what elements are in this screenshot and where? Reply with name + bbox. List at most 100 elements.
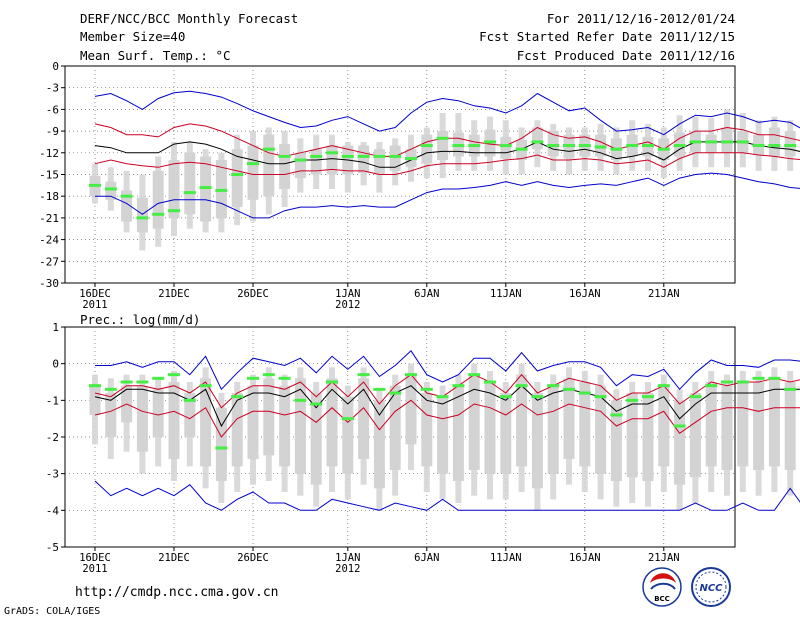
x-tick-year-label: 2012 — [335, 299, 360, 311]
ensemble-box — [642, 393, 654, 481]
y-tick-label: 0 — [52, 358, 59, 371]
ensemble-box — [373, 149, 385, 175]
ensemble-mean-line — [94, 385, 800, 428]
ensemble-box — [547, 131, 559, 157]
ensemble-box — [579, 382, 591, 467]
x-tick-label: 11JAN — [490, 288, 522, 300]
lower-sd-line — [94, 152, 800, 175]
y-tick-label: -21 — [39, 212, 59, 225]
x-tick-label: 1JAN — [335, 288, 360, 300]
upper-extreme-line — [94, 90, 800, 136]
ensemble-box — [263, 134, 275, 197]
y-tick-label: -2 — [46, 431, 59, 444]
ensemble-box — [152, 170, 164, 229]
ensemble-box — [326, 145, 338, 175]
x-tick-label: 16DEC — [79, 552, 111, 564]
website-url[interactable]: http://cmdp.ncc.cma.gov.cn — [75, 585, 279, 600]
x-tick-label: 16JAN — [569, 552, 601, 564]
ensemble-box — [279, 385, 291, 467]
ensemble-box — [136, 385, 148, 452]
y-tick-label: -3 — [46, 468, 59, 481]
y-tick-label: -30 — [39, 277, 59, 290]
ensemble-box — [421, 134, 433, 164]
y-tick-label: -5 — [46, 541, 59, 554]
y-tick-label: -6 — [46, 103, 59, 116]
ensemble-box — [468, 374, 480, 470]
ensemble-box — [626, 393, 638, 478]
ensemble-box — [231, 393, 243, 467]
x-tick-label: 21DEC — [158, 552, 190, 564]
ensemble-box — [658, 385, 670, 467]
bcc-logo-text: BCC — [654, 595, 670, 603]
chart-title: DERF/NCC/BCC Monthly Forecast — [80, 11, 298, 26]
ensemble-box — [721, 385, 733, 470]
ensemble-box — [184, 152, 196, 215]
ensemble-box — [136, 197, 148, 233]
ensemble-box — [89, 385, 101, 415]
lower-sd-line — [94, 399, 800, 438]
ensemble-box — [231, 149, 243, 208]
ensemble-box — [500, 136, 512, 159]
ncc-logo-text: NCC — [699, 583, 723, 594]
x-tick-label: 21DEC — [158, 288, 190, 300]
x-tick-year-label: 2012 — [335, 563, 360, 575]
y-tick-label: -4 — [46, 504, 60, 517]
ensemble-box — [200, 378, 212, 467]
forecast-period: For 2011/12/16-2012/01/24 — [547, 11, 735, 26]
grads-credit: GrADS: COLA/IGES — [4, 606, 100, 617]
x-tick-label: 6JAN — [414, 288, 439, 300]
forecast-produced-date: Fcst Produced Date 2011/12/16 — [517, 48, 735, 63]
ensemble-box — [500, 393, 512, 474]
ensemble-box — [389, 145, 401, 171]
y-tick-label: -9 — [46, 125, 59, 138]
ensemble-box — [531, 393, 543, 489]
ensemble-box — [168, 382, 180, 459]
ensemble-box — [784, 382, 796, 470]
ensemble-box — [263, 378, 275, 456]
lower-extreme-line — [94, 480, 800, 511]
ensemble-box — [563, 378, 575, 459]
x-tick-label: 26DEC — [237, 288, 269, 300]
bcc-logo: BCC — [642, 567, 682, 607]
y-tick-label: -18 — [39, 190, 59, 203]
ensemble-box — [373, 400, 385, 489]
x-tick-label: 6JAN — [414, 552, 439, 564]
ensemble-box — [421, 393, 433, 467]
ensemble-box — [437, 396, 449, 474]
ensemble-box — [105, 393, 117, 437]
ensemble-box — [121, 190, 133, 222]
ensemble-box — [168, 160, 180, 218]
precipitation-label: Prec.: log(mm/d) — [80, 312, 200, 327]
y-tick-label: -1 — [46, 394, 59, 407]
upper-sd-line — [94, 123, 800, 157]
ensemble-box — [768, 127, 780, 157]
x-tick-label: 26DEC — [237, 552, 269, 564]
x-tick-label: 16DEC — [79, 288, 111, 300]
ensemble-box — [279, 144, 291, 189]
variable-label: Mean Surf. Temp.: °C — [80, 48, 231, 63]
ncc-logo-ring — [691, 567, 731, 607]
ensemble-box — [310, 393, 322, 485]
ensemble-box — [610, 400, 622, 481]
ensemble-box — [595, 385, 607, 474]
ensemble-box — [405, 374, 417, 445]
ensemble-box — [358, 378, 370, 459]
ensemble-box — [484, 382, 496, 474]
x-tick-label: 21JAN — [648, 552, 680, 564]
bcc-logo-swirl — [650, 573, 676, 583]
x-tick-year-label: 2011 — [82, 563, 107, 575]
bcc-logo-wave — [650, 582, 676, 590]
ensemble-box — [753, 382, 765, 470]
ensemble-box — [342, 396, 354, 474]
ensemble-box — [247, 145, 259, 200]
y-tick-label: -27 — [39, 255, 59, 268]
ensemble-box — [215, 407, 227, 481]
y-tick-label: -15 — [39, 169, 59, 182]
x-tick-label: 11JAN — [490, 552, 522, 564]
y-tick-label: -12 — [39, 147, 59, 160]
ensemble-box — [674, 400, 686, 485]
ensemble-box — [721, 127, 733, 153]
